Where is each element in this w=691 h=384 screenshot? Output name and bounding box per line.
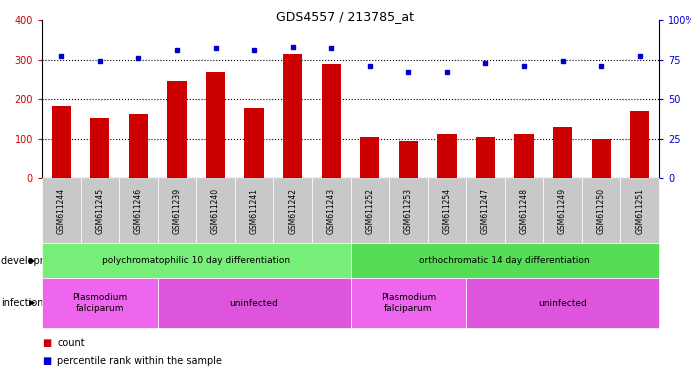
Text: GSM611239: GSM611239 <box>173 187 182 233</box>
Bar <box>167 81 187 178</box>
Bar <box>91 118 109 178</box>
Bar <box>476 137 495 178</box>
Bar <box>129 114 148 178</box>
Text: GSM611247: GSM611247 <box>481 187 490 233</box>
Text: ▶: ▶ <box>28 256 35 265</box>
Text: ▶: ▶ <box>28 298 35 308</box>
Bar <box>399 141 418 178</box>
Bar <box>52 106 71 178</box>
Text: GSM611248: GSM611248 <box>520 187 529 233</box>
Bar <box>283 54 302 178</box>
Text: uninfected: uninfected <box>229 298 278 308</box>
Bar <box>591 139 611 178</box>
Text: GDS4557 / 213785_at: GDS4557 / 213785_at <box>276 10 415 23</box>
Text: GSM611244: GSM611244 <box>57 187 66 233</box>
Text: GSM611249: GSM611249 <box>558 187 567 233</box>
Text: GSM611241: GSM611241 <box>249 187 258 233</box>
Text: GSM611254: GSM611254 <box>442 187 451 233</box>
Text: GSM611251: GSM611251 <box>635 187 644 233</box>
Text: GSM611240: GSM611240 <box>211 187 220 233</box>
Text: development stage: development stage <box>1 255 95 265</box>
Text: orthochromatic 14 day differentiation: orthochromatic 14 day differentiation <box>419 256 590 265</box>
Bar <box>630 111 650 178</box>
Text: GSM611250: GSM611250 <box>596 187 605 233</box>
Bar <box>553 127 572 178</box>
Text: infection: infection <box>1 298 44 308</box>
Bar <box>245 108 264 178</box>
Text: ■: ■ <box>42 338 51 348</box>
Text: GSM611246: GSM611246 <box>134 187 143 233</box>
Text: GSM611245: GSM611245 <box>95 187 104 233</box>
Text: uninfected: uninfected <box>538 298 587 308</box>
Text: count: count <box>57 338 85 348</box>
Bar <box>360 137 379 178</box>
Bar <box>206 72 225 178</box>
Text: GSM611252: GSM611252 <box>366 187 375 233</box>
Text: GSM611242: GSM611242 <box>288 187 297 233</box>
Bar <box>437 134 457 178</box>
Text: polychromatophilic 10 day differentiation: polychromatophilic 10 day differentiatio… <box>102 256 290 265</box>
Bar <box>321 64 341 178</box>
Text: ■: ■ <box>42 356 51 366</box>
Text: Plasmodium
falciparum: Plasmodium falciparum <box>381 293 436 313</box>
Text: percentile rank within the sample: percentile rank within the sample <box>57 356 223 366</box>
Bar <box>514 134 533 178</box>
Text: GSM611253: GSM611253 <box>404 187 413 233</box>
Text: GSM611243: GSM611243 <box>327 187 336 233</box>
Text: Plasmodium
falciparum: Plasmodium falciparum <box>73 293 127 313</box>
